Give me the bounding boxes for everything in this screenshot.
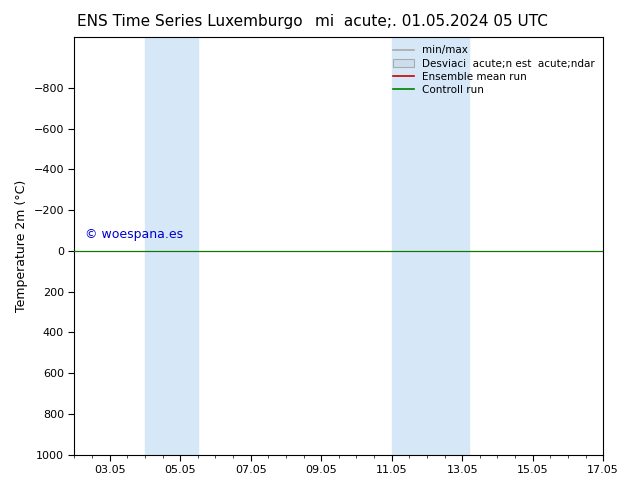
Text: ENS Time Series Luxemburgo: ENS Time Series Luxemburgo (77, 14, 303, 29)
Bar (145, 37, 198, 455)
Text: © woespana.es: © woespana.es (85, 228, 183, 241)
Legend: min/max, Desviaci  acute;n est  acute;ndar, Ensemble mean run, Controll run: min/max, Desviaci acute;n est acute;ndar… (390, 42, 598, 98)
Text: mi  acute;. 01.05.2024 05 UTC: mi acute;. 01.05.2024 05 UTC (314, 14, 548, 29)
Y-axis label: Temperature 2m (°C): Temperature 2m (°C) (15, 180, 28, 312)
Bar (392, 37, 469, 455)
